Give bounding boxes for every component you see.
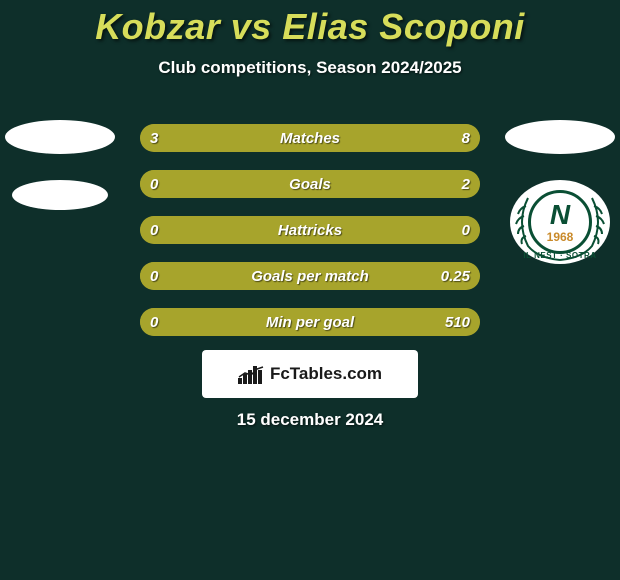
stat-bars: 38Matches02Goals00Hattricks00.25Goals pe… [140, 124, 480, 336]
bar-value-left: 3 [150, 124, 158, 152]
stat-bar: 02Goals [140, 170, 480, 198]
bar-fill-right [233, 124, 480, 152]
bar-fill-left [140, 216, 310, 244]
right-player-avatar [505, 120, 615, 154]
left-club-avatar [12, 180, 108, 210]
bar-value-right: 0 [462, 216, 470, 244]
stat-bar: 00.25Goals per match [140, 262, 480, 290]
bar-value-left: 0 [150, 170, 158, 198]
bar-fill-right [140, 262, 480, 290]
stat-bar: 00Hattricks [140, 216, 480, 244]
badge-letter: N [550, 201, 570, 229]
bar-value-right: 2 [462, 170, 470, 198]
badge-arc-text: IL NEST · SOTRA [510, 251, 610, 260]
bar-value-right: 0.25 [441, 262, 470, 290]
badge-inner: N 1968 [528, 190, 592, 254]
date: 15 december 2024 [0, 410, 620, 430]
right-player-column: N 1968 IL NEST · SOTRA [500, 120, 620, 264]
subtitle: Club competitions, Season 2024/2025 [0, 58, 620, 78]
comparison-infographic: Kobzar vs Elias Scoponi Club competition… [0, 0, 620, 580]
right-club-badge: N 1968 IL NEST · SOTRA [510, 180, 610, 264]
bar-fill-right [310, 216, 480, 244]
bar-fill-right [140, 308, 480, 336]
bar-value-right: 8 [462, 124, 470, 152]
title: Kobzar vs Elias Scoponi [0, 0, 620, 48]
bar-fill-right [140, 170, 480, 198]
left-player-column [0, 120, 120, 210]
left-player-avatar [5, 120, 115, 154]
brand-box: FcTables.com [202, 350, 418, 398]
bar-value-left: 0 [150, 262, 158, 290]
stat-bar: 38Matches [140, 124, 480, 152]
bar-value-left: 0 [150, 308, 158, 336]
badge-year: 1968 [547, 231, 574, 243]
brand-text: FcTables.com [270, 364, 382, 384]
bar-value-right: 510 [445, 308, 470, 336]
brand-chart-icon [238, 364, 264, 384]
bar-value-left: 0 [150, 216, 158, 244]
stat-bar: 0510Min per goal [140, 308, 480, 336]
